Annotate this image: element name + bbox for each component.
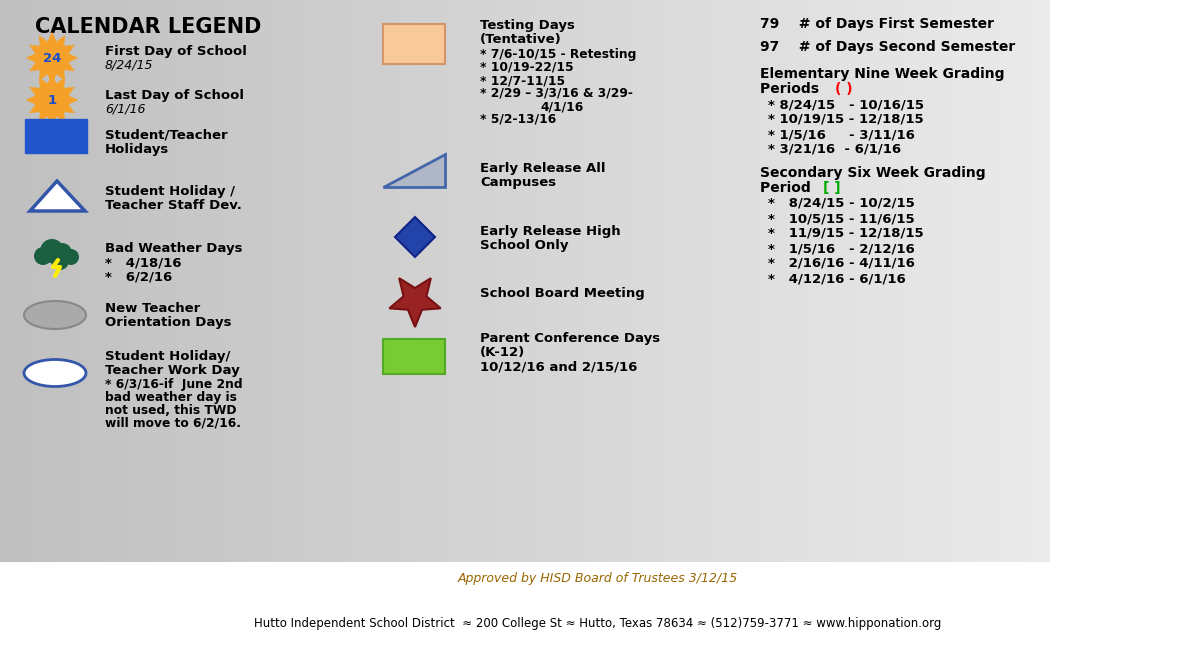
Text: 4/1/16: 4/1/16 [540, 100, 583, 113]
Text: 79    # of Days First Semester: 79 # of Days First Semester [760, 17, 994, 31]
Text: Teacher Staff Dev.: Teacher Staff Dev. [105, 199, 242, 212]
Circle shape [40, 239, 63, 263]
Text: *   8/24/15 - 10/2/15: * 8/24/15 - 10/2/15 [768, 197, 915, 210]
Text: Student Holiday/: Student Holiday/ [105, 350, 230, 363]
Polygon shape [395, 217, 435, 257]
Text: Approved by HISD Board of Trustees 3/12/15: Approved by HISD Board of Trustees 3/12/… [458, 572, 739, 585]
Text: * 6/3/16-if  June 2nd: * 6/3/16-if June 2nd [105, 378, 243, 391]
Text: Early Release All: Early Release All [480, 162, 606, 175]
Text: Teacher Work Day: Teacher Work Day [105, 364, 239, 377]
Text: Period: Period [760, 181, 820, 195]
Polygon shape [29, 77, 75, 123]
Text: 24: 24 [43, 52, 61, 65]
Text: *   6/2/16: * 6/2/16 [105, 270, 172, 283]
Text: Periods: Periods [760, 82, 828, 96]
Text: Holidays: Holidays [105, 143, 169, 156]
Text: * 10/19/15 - 12/18/15: * 10/19/15 - 12/18/15 [768, 113, 924, 126]
Text: Student/Teacher: Student/Teacher [105, 129, 227, 142]
Circle shape [51, 243, 72, 263]
Text: * 12/7-11/15: * 12/7-11/15 [480, 74, 565, 87]
Text: School Only: School Only [480, 239, 569, 252]
Text: Secondary Six Week Grading: Secondary Six Week Grading [760, 166, 985, 180]
Text: Bad Weather Days: Bad Weather Days [105, 242, 243, 255]
Text: [ ]: [ ] [824, 181, 840, 195]
Text: Early Release High: Early Release High [480, 225, 620, 238]
Text: will move to 6/2/16.: will move to 6/2/16. [105, 417, 241, 430]
Text: Last Day of School: Last Day of School [105, 89, 244, 102]
Text: Elementary Nine Week Grading: Elementary Nine Week Grading [760, 67, 1004, 81]
Text: 6/1/16: 6/1/16 [105, 103, 146, 116]
Text: not used, this TWD: not used, this TWD [105, 404, 237, 417]
Text: ( ): ( ) [836, 82, 852, 96]
Text: Orientation Days: Orientation Days [105, 316, 231, 329]
Text: Student Holiday /: Student Holiday / [105, 185, 235, 198]
Text: 10/12/16 and 2/15/16: 10/12/16 and 2/15/16 [480, 360, 637, 373]
Circle shape [34, 247, 51, 265]
Text: CALENDAR LEGEND: CALENDAR LEGEND [35, 17, 261, 37]
Text: * 5/2-13/16: * 5/2-13/16 [480, 113, 557, 126]
Text: 97    # of Days Second Semester: 97 # of Days Second Semester [760, 40, 1015, 54]
Circle shape [51, 252, 69, 270]
Text: * 1/5/16     - 3/11/16: * 1/5/16 - 3/11/16 [768, 128, 915, 141]
Text: Hutto Independent School District  ≈ 200 College St ≈ Hutto, Texas 78634 ≈ (512): Hutto Independent School District ≈ 200 … [254, 617, 942, 630]
Polygon shape [389, 278, 440, 327]
Text: School Board Meeting: School Board Meeting [480, 287, 645, 300]
Text: *   11/9/15 - 12/18/15: * 11/9/15 - 12/18/15 [768, 227, 924, 240]
Text: * 2/29 – 3/3/16 & 3/29-: * 2/29 – 3/3/16 & 3/29- [480, 87, 633, 100]
Text: * 8/24/15   - 10/16/15: * 8/24/15 - 10/16/15 [768, 98, 924, 111]
Ellipse shape [24, 360, 86, 386]
Text: *   1/5/16   - 2/12/16: * 1/5/16 - 2/12/16 [768, 242, 915, 255]
Text: First Day of School: First Day of School [105, 45, 247, 58]
Text: *   2/16/16 - 4/11/16: * 2/16/16 - 4/11/16 [768, 257, 915, 270]
Polygon shape [30, 181, 85, 211]
Text: *   4/12/16 - 6/1/16: * 4/12/16 - 6/1/16 [768, 272, 906, 285]
Text: bad weather day is: bad weather day is [105, 391, 237, 404]
Circle shape [63, 249, 79, 265]
FancyBboxPatch shape [25, 119, 87, 153]
Text: * 7/6-10/15 - Retesting: * 7/6-10/15 - Retesting [480, 48, 637, 61]
Text: 1: 1 [48, 93, 56, 106]
Text: (Tentative): (Tentative) [480, 33, 561, 46]
Polygon shape [29, 35, 75, 81]
Ellipse shape [24, 301, 86, 329]
Text: Campuses: Campuses [480, 176, 557, 189]
Text: * 3/21/16  - 6/1/16: * 3/21/16 - 6/1/16 [768, 143, 901, 156]
Text: New Teacher: New Teacher [105, 302, 200, 315]
Text: (K-12): (K-12) [480, 346, 525, 359]
FancyBboxPatch shape [383, 24, 445, 64]
Polygon shape [383, 154, 445, 187]
Text: Testing Days: Testing Days [480, 19, 575, 32]
Text: 8/24/15: 8/24/15 [105, 59, 153, 72]
Text: Parent Conference Days: Parent Conference Days [480, 332, 660, 345]
FancyBboxPatch shape [383, 339, 445, 374]
Text: *   4/18/16: * 4/18/16 [105, 256, 182, 269]
Text: * 10/19-22/15: * 10/19-22/15 [480, 61, 573, 74]
Text: *   10/5/15 - 11/6/15: * 10/5/15 - 11/6/15 [768, 212, 915, 225]
